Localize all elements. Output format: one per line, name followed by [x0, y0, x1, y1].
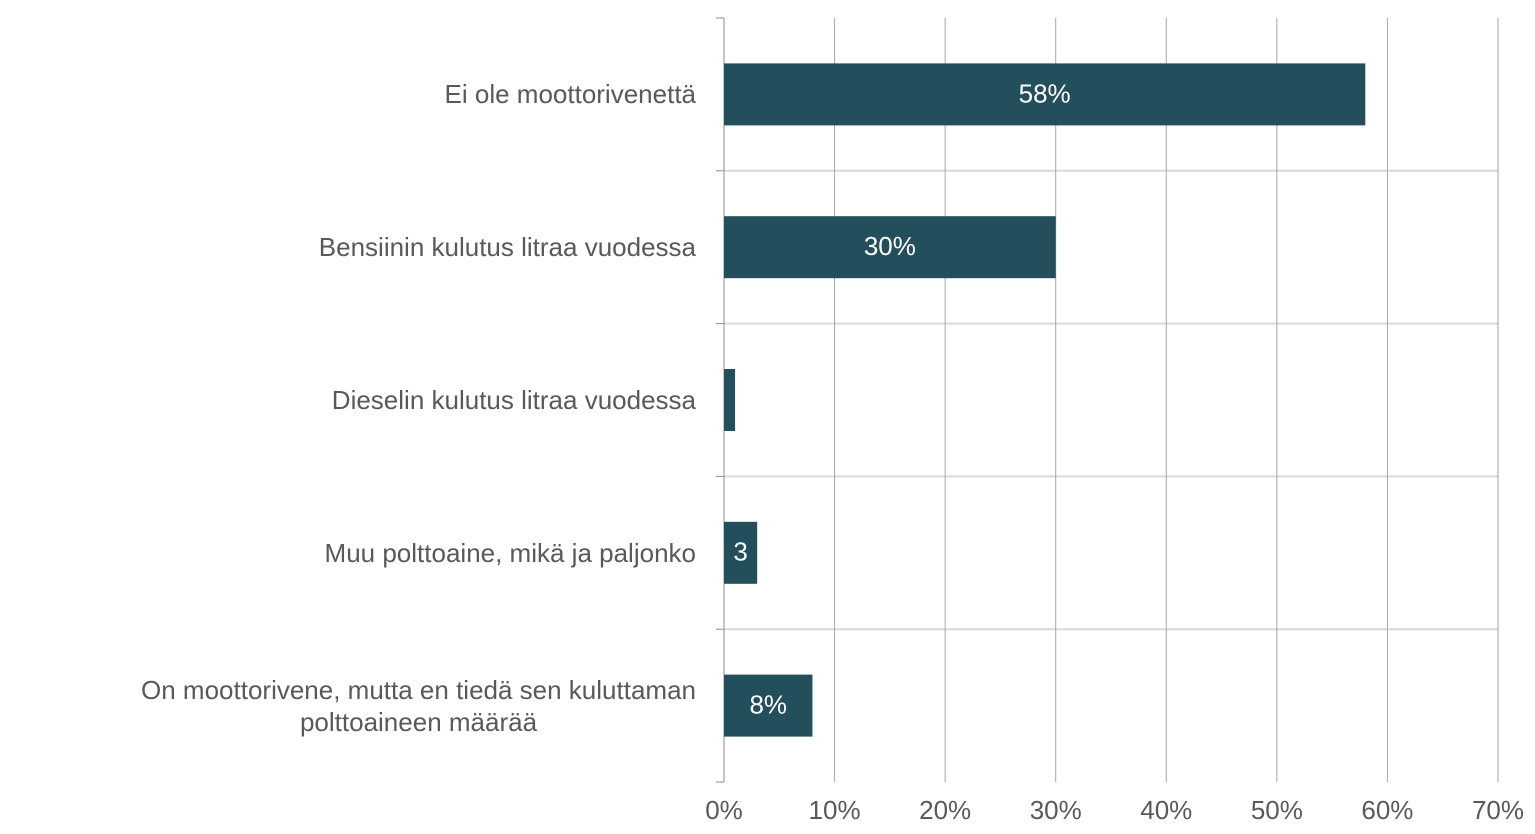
bar — [724, 521, 758, 584]
bar — [724, 216, 1056, 279]
x-tick-label: 30% — [1030, 795, 1082, 825]
x-tick-label: 50% — [1251, 795, 1303, 825]
x-tick-label: 70% — [1472, 795, 1524, 825]
category-label: Ei ole moottorivenettä — [444, 79, 696, 110]
data-label: 58% — [1019, 78, 1071, 108]
x-tick-label: 40% — [1140, 795, 1192, 825]
x-tick-label: 20% — [919, 795, 971, 825]
data-label: 3 — [733, 537, 747, 567]
category-label: Muu polttoaine, mikä ja paljonko — [324, 537, 696, 568]
bar — [724, 369, 736, 431]
bar — [724, 63, 1366, 126]
x-tick-label: 10% — [809, 795, 861, 825]
data-label: 30% — [864, 231, 916, 261]
x-tick-label: 0% — [705, 795, 743, 825]
category-label: On moottorivene, mutta en tiedä sen kulu… — [141, 674, 696, 737]
category-label: Dieselin kulutus litraa vuodessa — [331, 385, 696, 415]
data-label: 8% — [749, 689, 787, 719]
category-label: Bensiinin kulutus litraa vuodessa — [318, 232, 696, 263]
bar — [724, 674, 813, 737]
x-tick-label: 60% — [1361, 795, 1413, 825]
